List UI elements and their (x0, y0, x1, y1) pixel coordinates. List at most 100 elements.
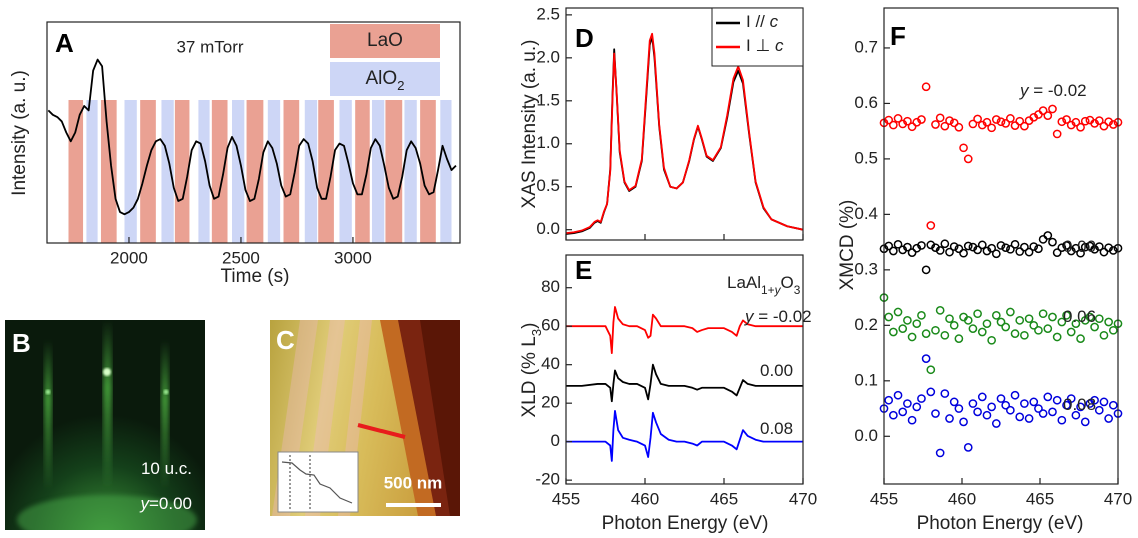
x-tick-label: 465 (710, 489, 738, 508)
data-point (1029, 242, 1039, 251)
data-point (1015, 315, 1025, 325)
data-point (903, 116, 912, 126)
y-tick-label: 2.5 (536, 4, 560, 23)
data-point (996, 317, 1006, 327)
image-caption: 10 u.c. (141, 459, 192, 478)
data-point (1108, 325, 1118, 335)
data-point (1076, 334, 1085, 343)
legend-label: I // c (746, 12, 779, 31)
y-tick-label: 20 (541, 393, 560, 412)
data-point (1001, 322, 1011, 332)
text-piece: 1+ (761, 283, 775, 297)
text-piece: c (775, 36, 784, 55)
data-point (1062, 241, 1071, 250)
data-point (1071, 243, 1081, 253)
data-point (921, 329, 931, 339)
data-point (1057, 117, 1067, 127)
panel-label: D (575, 23, 594, 53)
text-piece: y (1019, 81, 1030, 100)
data-point (1099, 330, 1109, 340)
shutter-bar (371, 100, 385, 243)
y-tick-label: 0.6 (854, 93, 878, 112)
data-point (1052, 395, 1062, 405)
series-label: 0.08 (760, 419, 793, 438)
data-point (959, 248, 968, 258)
y-tick-label: 40 (541, 354, 560, 373)
shutter-bar (404, 100, 417, 243)
data-point (1052, 332, 1062, 342)
data-point (973, 407, 982, 417)
data-point (1048, 312, 1057, 322)
data-point (1006, 244, 1015, 254)
shutter-bar (124, 100, 137, 243)
afm-image (270, 320, 460, 516)
data-point (1043, 231, 1053, 240)
data-point (982, 117, 992, 127)
data-point (945, 314, 954, 324)
data-line (47, 58, 457, 216)
shutter-bar (246, 100, 264, 243)
data-point (987, 243, 996, 253)
data-point (954, 244, 964, 254)
data-point (1034, 325, 1043, 335)
data-point (1076, 402, 1085, 412)
data-point (931, 325, 940, 335)
data-point (1006, 307, 1015, 317)
shutter-bar (420, 100, 436, 243)
text-piece: LaAl (727, 273, 761, 292)
legend-swatch (330, 24, 440, 58)
data-point (1038, 409, 1048, 418)
data-point (1015, 412, 1025, 422)
text-piece: = -0.02 (1029, 81, 1087, 100)
data-point (1071, 410, 1081, 420)
data-point (1076, 248, 1085, 258)
data-point (1080, 116, 1090, 126)
shutter-bar (100, 100, 117, 243)
data-point (907, 415, 917, 425)
data-point (949, 320, 959, 330)
shutter-bar (267, 100, 281, 243)
data-point (917, 241, 926, 250)
text-piece: 0.08 (1063, 395, 1096, 414)
data-point (1104, 414, 1113, 423)
shutter-bar (385, 100, 403, 243)
data-point (1029, 397, 1039, 407)
data-point (1062, 115, 1071, 124)
data-point (1020, 242, 1029, 252)
plot-frame (565, 7, 804, 241)
data-point (1052, 248, 1062, 258)
y-tick-label: 0 (551, 431, 560, 450)
data-point (987, 123, 996, 133)
data-point (893, 307, 903, 317)
x-axis-title: Photon Energy (eV) (602, 513, 769, 534)
y-tick-label: 0.1 (854, 370, 878, 389)
data-point (963, 443, 973, 452)
data-point (1048, 407, 1057, 417)
y-tick-label: 60 (541, 316, 560, 335)
data-point (987, 402, 996, 412)
y-tick-label: 0.3 (854, 259, 878, 278)
plot-frame (565, 254, 804, 485)
data-point (1062, 310, 1071, 320)
data-point (935, 246, 945, 255)
data-line (566, 409, 803, 462)
y-tick-label: 0.0 (854, 426, 878, 445)
x-tick-label: 3000 (334, 248, 372, 267)
x-axis-title: Time (s) (221, 266, 290, 287)
text-piece: XLD (% L (519, 336, 540, 417)
data-point (991, 310, 1001, 320)
data-point (1020, 121, 1029, 131)
x-axis-title: Photon Energy (eV) (917, 513, 1084, 534)
data-point (935, 448, 945, 458)
data-point (991, 115, 1001, 124)
text-piece: 0.00 (760, 361, 793, 380)
data-point (1001, 400, 1011, 410)
data-point (1090, 395, 1099, 405)
data-point (903, 242, 912, 252)
data-point (926, 221, 936, 230)
data-point (1006, 405, 1015, 415)
data-point (1010, 390, 1020, 400)
shutter-bar (231, 100, 245, 243)
shutter-bar (211, 100, 228, 243)
data-point (1071, 117, 1081, 127)
